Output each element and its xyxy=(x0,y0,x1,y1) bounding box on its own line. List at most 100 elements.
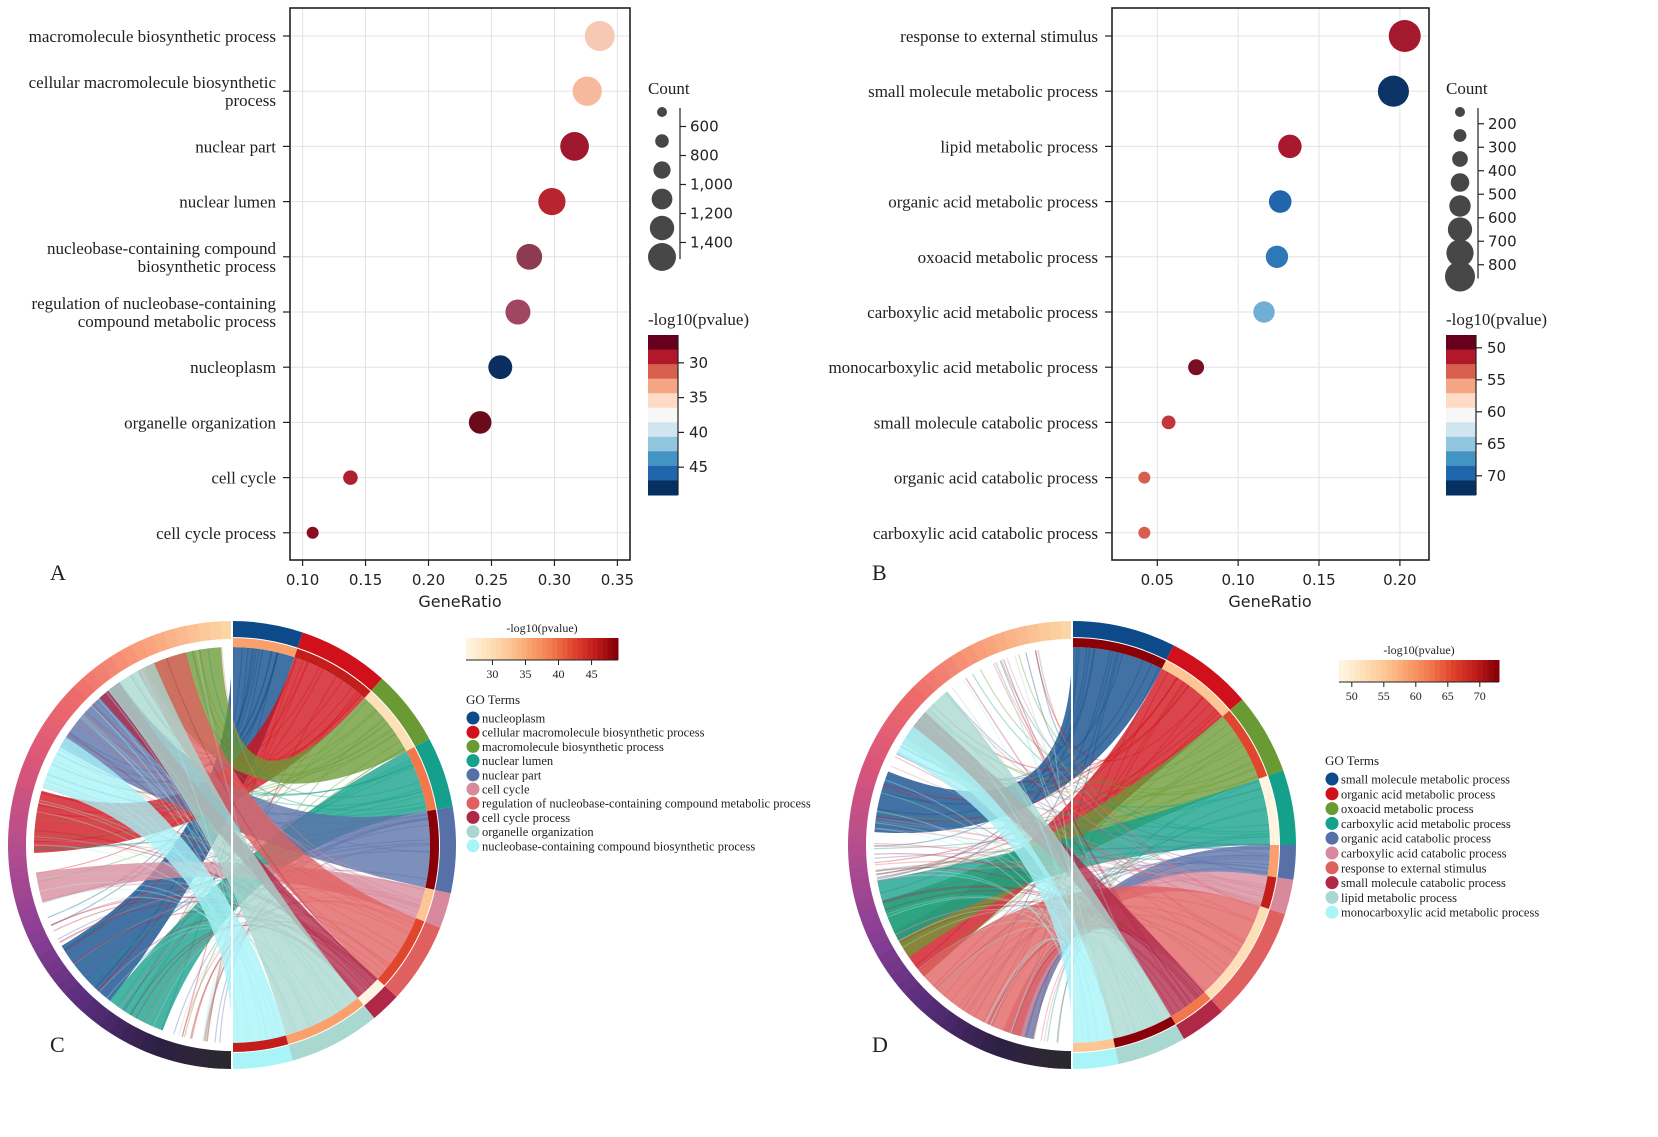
chord-thread xyxy=(39,881,281,1038)
chord-color-legend-swatch xyxy=(1413,660,1420,682)
gene-ring-segment xyxy=(44,712,66,733)
panel-label-c: C xyxy=(50,1032,65,1057)
gene-ring-segment xyxy=(848,855,868,869)
panel-label-a: A xyxy=(50,560,66,585)
term-ring-segment xyxy=(371,678,430,747)
gene-ring-segment xyxy=(862,753,884,772)
gene-ring-segment xyxy=(1002,1040,1019,1062)
gene-ring-segment xyxy=(890,965,912,986)
chord-color-legend-swatch xyxy=(602,638,609,660)
gene-ring-segment xyxy=(1036,622,1051,642)
term-heat-segment xyxy=(1267,845,1279,878)
chord-color-legend-swatch xyxy=(1419,660,1425,682)
chord-legend-swatch xyxy=(466,768,480,782)
size-legend-dot xyxy=(651,188,673,210)
chord-thread xyxy=(875,779,1260,830)
gene-ring-segment xyxy=(9,866,29,881)
panel-a-x-axis: 0.10 0.15 0.20 0.25 0.30 0.35 xyxy=(286,560,634,589)
gene-ring-segment xyxy=(1036,1048,1051,1068)
gene-ring-segment xyxy=(50,703,73,724)
x-tick-label: 0.25 xyxy=(475,571,508,589)
chord-thread xyxy=(1037,649,1260,909)
panel-d-ring xyxy=(848,621,1296,1069)
panel-a-color-legend: -log10(pvalue) 30 35 40 45 xyxy=(648,310,749,496)
chord-legend-label: small molecule metabolic process xyxy=(1341,773,1510,787)
size-legend-dot xyxy=(648,243,676,271)
chord-color-legend-swatch xyxy=(572,638,578,660)
term-heat-segment xyxy=(1161,660,1230,717)
gene-ring-segment xyxy=(174,625,190,647)
term-heat-segment xyxy=(1258,775,1279,845)
gene-ring-segment xyxy=(12,786,34,803)
dot xyxy=(306,526,319,539)
chord-color-legend-swatch xyxy=(597,638,604,660)
term-ring-segment xyxy=(1115,1025,1184,1065)
gene-ring-segment xyxy=(950,650,970,673)
color-legend-swatch xyxy=(648,407,678,416)
color-legend-label: 40 xyxy=(689,423,708,441)
chord-thread xyxy=(884,779,1093,1043)
chord-color-legend-label: 60 xyxy=(1410,689,1422,703)
color-legend-swatch xyxy=(648,451,678,460)
color-legend-swatch xyxy=(1446,364,1476,372)
chord-color-legend-swatch xyxy=(466,638,472,660)
chord-thread xyxy=(196,650,311,1028)
chord-color-legend-swatch xyxy=(1445,660,1452,682)
chord-legend-label: nucleobase-containing compound biosynthe… xyxy=(482,839,755,853)
gene-ring-segment xyxy=(883,956,906,977)
gene-ring-segment xyxy=(8,832,27,845)
chord-color-legend-swatch xyxy=(587,638,594,660)
chord-color-legend-swatch xyxy=(501,638,508,660)
panel-b-color-legend: -log10(pvalue) 50 55 60 65 70 xyxy=(1446,310,1547,496)
color-legend-swatch xyxy=(648,385,678,394)
panel-b-frame xyxy=(1111,7,1430,561)
term-ring-segment xyxy=(1230,699,1284,776)
term-heat-segment xyxy=(1260,875,1277,909)
chord-thread xyxy=(33,844,268,1040)
chord-legend-swatch xyxy=(1325,905,1339,919)
chord-legend-label: nucleoplasm xyxy=(482,712,545,726)
term-heat-segment xyxy=(285,997,364,1045)
y-tick-label: nucleoplasm xyxy=(190,358,276,377)
color-legend-swatch xyxy=(648,378,678,387)
chord-thread xyxy=(945,691,1270,855)
chord-color-legend-swatch xyxy=(1392,660,1399,682)
gene-ring-segment xyxy=(22,918,44,937)
gene-ring-segment xyxy=(43,956,66,977)
gene-ring-segment xyxy=(8,855,28,869)
chord-color-legend-swatch xyxy=(582,638,589,660)
chord-thread xyxy=(1010,940,1099,1042)
chord-thread xyxy=(1014,655,1163,1022)
color-legend-swatch xyxy=(1446,407,1476,416)
chord-color-legend-swatch xyxy=(1440,660,1447,682)
gene-ring-segment xyxy=(119,1023,139,1045)
gene-ring-segment xyxy=(905,686,927,708)
chord-thread xyxy=(41,790,372,987)
chord-legend-swatch xyxy=(466,839,480,853)
term-ring-segment xyxy=(415,738,453,810)
chord-color-legend-title: -log10(pvalue) xyxy=(1383,643,1454,657)
chord-thread xyxy=(902,909,1152,1027)
chord-thread xyxy=(94,647,243,989)
dot xyxy=(560,132,589,161)
chord-ribbon xyxy=(896,726,1114,1043)
chord-color-legend-swatch xyxy=(1371,660,1377,682)
gene-ring-segment xyxy=(884,712,906,733)
chord-legend-swatch xyxy=(1325,787,1339,801)
gene-ring-segment xyxy=(922,670,943,692)
panel-b-dotplot: response to external stimulus small molec… xyxy=(828,7,1547,611)
color-legend-swatch xyxy=(1446,487,1476,496)
chord-ribbon xyxy=(874,647,1162,834)
x-tick-label: 0.15 xyxy=(1302,571,1335,589)
chord-legend-label: monocarboxylic acid metabolic process xyxy=(1341,906,1539,920)
gene-ring-segment xyxy=(930,1004,951,1027)
term-heat-segment xyxy=(1222,710,1268,779)
chord-legend-label: organic acid metabolic process xyxy=(1341,787,1495,801)
size-legend-label: 200 xyxy=(1488,115,1517,133)
gene-ring-segment xyxy=(151,631,169,653)
chord-color-legend-swatch xyxy=(1467,660,1473,682)
color-legend-label: 50 xyxy=(1487,339,1506,357)
chord-thread xyxy=(39,799,344,1010)
y-tick-label: nucleobase-containing compound xyxy=(47,239,276,258)
gene-ring-segment xyxy=(959,1023,979,1045)
